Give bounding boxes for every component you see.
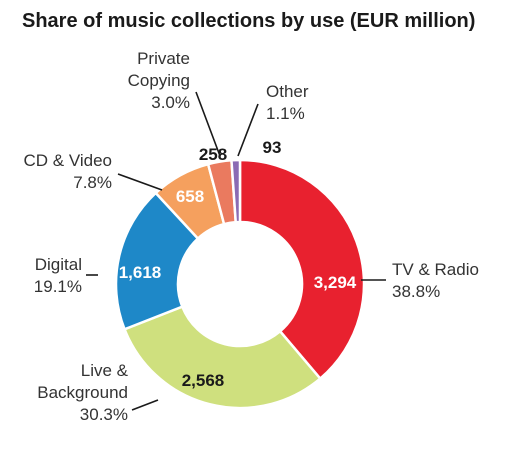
value-label-digital: 1,618 — [119, 263, 162, 282]
slice-other — [230, 158, 242, 224]
category-label-tv-radio: TV & Radio 38.8% — [392, 260, 479, 301]
category-label-private-copying: Private Copying 3.0% — [128, 49, 190, 112]
leader-line-live-background — [131, 399, 159, 411]
leader-line-private-copying — [195, 91, 221, 157]
category-label-digital: Digital 19.1% — [34, 255, 82, 296]
slice-tv-radio — [238, 158, 366, 381]
chart-title: Share of music collections by use (EUR m… — [22, 10, 476, 32]
value-label-cd-video: 658 — [176, 187, 204, 206]
leader-line-cd-video — [117, 173, 163, 191]
category-label-other: Other 1.1% — [266, 82, 309, 123]
value-label-other: 93 — [263, 138, 282, 157]
category-label-cd-video: CD & Video 7.8% — [23, 151, 112, 192]
leader-line-other — [237, 103, 259, 157]
slice-digital — [114, 191, 200, 331]
value-label-live-background: 2,568 — [182, 371, 225, 390]
category-label-live-background: Live & Background 30.3% — [37, 361, 128, 424]
value-label-tv-radio: 3,294 — [314, 273, 357, 292]
value-label-private-copying: 258 — [199, 145, 227, 164]
slice-live-background — [122, 305, 322, 410]
